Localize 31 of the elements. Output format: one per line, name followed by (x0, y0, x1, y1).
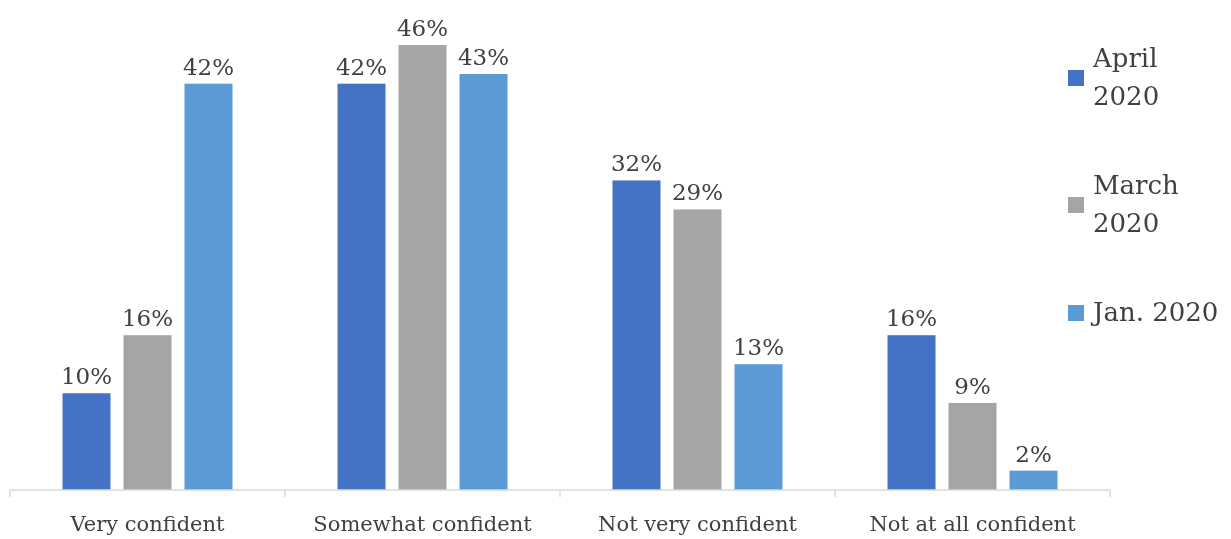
data-label: 42% (182, 53, 235, 80)
data-label: 46% (396, 15, 449, 41)
legend-label: Jan. 2020 (1090, 297, 1219, 328)
data-label: 43% (457, 44, 510, 71)
bar (734, 364, 783, 490)
x-tick-label: Not very confident (598, 512, 798, 536)
data-label: 16% (885, 305, 938, 332)
data-label: 9% (954, 372, 991, 399)
data-label: 16% (121, 305, 174, 332)
bar (184, 83, 233, 490)
data-label: 42% (335, 53, 388, 80)
bar (459, 74, 508, 490)
bar (612, 180, 661, 490)
data-label: 2% (1015, 440, 1052, 467)
data-label: 29% (671, 179, 724, 206)
x-tick-label: Somewhat confident (313, 512, 533, 536)
bar (398, 45, 447, 490)
bar (887, 335, 936, 490)
x-tick-label: Not at all confident (869, 512, 1077, 536)
bar (62, 393, 111, 490)
data-label: 13% (732, 334, 785, 361)
bar (337, 83, 386, 490)
data-label: 10% (60, 363, 113, 390)
bar (673, 209, 722, 490)
legend-label: March 2020 (1093, 170, 1180, 239)
legend-label: April 2020 (1092, 43, 1160, 112)
bar (123, 335, 172, 490)
bar (1009, 470, 1058, 490)
x-tick-label: Very confident (69, 512, 226, 536)
bar (948, 402, 997, 490)
data-label: 32% (610, 150, 663, 177)
